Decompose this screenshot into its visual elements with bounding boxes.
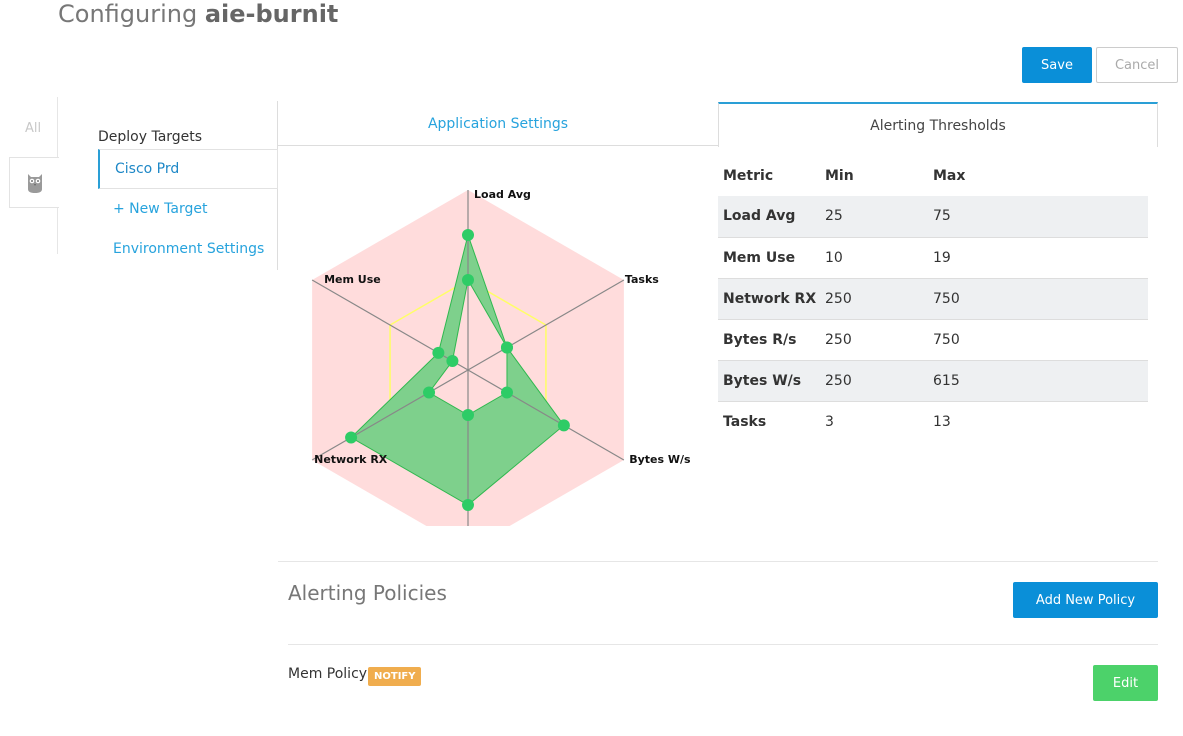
rail-app-item[interactable] xyxy=(9,157,59,208)
metric-cell: Tasks xyxy=(723,413,767,430)
metric-cell: Network RX xyxy=(723,290,817,307)
rail-all-link[interactable]: All xyxy=(25,121,42,136)
radar-point xyxy=(345,431,358,444)
radar-point xyxy=(462,229,474,241)
policy-name: Mem Policy xyxy=(288,666,368,682)
max-cell: 13 xyxy=(933,413,951,430)
min-cell: 3 xyxy=(825,413,834,430)
header-max: Max xyxy=(933,168,966,184)
max-cell: 750 xyxy=(933,290,960,307)
table-row: Load Avg 25 75 xyxy=(718,196,1148,237)
radar-axis xyxy=(467,279,625,371)
radar-axis-label: Mem Use xyxy=(324,273,381,286)
deploy-targets-heading: Deploy Targets xyxy=(98,129,203,145)
min-cell: 25 xyxy=(825,208,843,225)
header-min: Min xyxy=(825,168,854,184)
metric-cell: Load Avg xyxy=(723,208,796,225)
max-cell: 750 xyxy=(933,331,960,348)
max-cell: 19 xyxy=(933,249,951,266)
notify-badge: NOTIFY xyxy=(368,667,422,686)
metric-cell: Bytes W/s xyxy=(723,372,802,389)
target-cisco-prd[interactable]: Cisco Prd xyxy=(98,149,278,189)
page-title: Configuring aie-burnit xyxy=(58,0,338,28)
radar-point xyxy=(500,341,513,354)
table-row: Tasks 3 13 xyxy=(718,401,1148,442)
table-row: Network RX 250 750 xyxy=(718,278,1148,319)
radar-point xyxy=(423,386,436,399)
header-metric: Metric xyxy=(723,168,774,184)
environment-settings-link[interactable]: Environment Settings xyxy=(113,241,265,257)
radar-axis-label: Network RX xyxy=(314,453,388,466)
radar-point xyxy=(500,386,513,399)
page-title-prefix: Configuring xyxy=(58,0,198,28)
min-cell: 250 xyxy=(825,372,852,389)
radar-axis-label: Load Avg xyxy=(474,188,531,201)
table-row: Bytes W/s 250 615 xyxy=(718,360,1148,401)
radar-axis-label: Bytes W/s xyxy=(629,453,691,466)
add-new-policy-button[interactable]: Add New Policy xyxy=(1013,582,1158,618)
section-divider xyxy=(278,561,1158,562)
radar-axis xyxy=(467,369,625,461)
table-header-row: Metric Min Max xyxy=(718,156,1148,196)
min-cell: 10 xyxy=(825,249,843,266)
radar-axis-label: Tasks xyxy=(625,273,659,286)
tab-alerting-thresholds[interactable]: Alerting Thresholds xyxy=(718,102,1158,147)
metric-cell: Bytes R/s xyxy=(723,331,797,348)
radar-axis xyxy=(311,369,469,461)
radar-point xyxy=(446,355,459,367)
policy-divider xyxy=(288,644,1158,645)
max-cell: 75 xyxy=(933,208,951,225)
owl-icon xyxy=(27,173,42,193)
alerting-policies-title: Alerting Policies xyxy=(288,581,447,605)
radar-point xyxy=(462,274,474,286)
radar-point xyxy=(462,409,474,421)
max-cell: 615 xyxy=(933,372,960,389)
table-row: Bytes R/s 250 750 xyxy=(718,319,1148,360)
radar-point xyxy=(557,419,570,432)
radar-point xyxy=(462,499,474,511)
page-title-name: aie-burnit xyxy=(204,0,339,28)
min-cell: 250 xyxy=(825,290,852,307)
cancel-button[interactable]: Cancel xyxy=(1096,47,1178,83)
radar-point xyxy=(432,346,445,359)
metric-cell: Mem Use xyxy=(723,249,796,266)
tab-application-settings[interactable]: Application Settings xyxy=(278,103,718,146)
new-target-link[interactable]: + New Target xyxy=(113,201,208,217)
edit-policy-button[interactable]: Edit xyxy=(1093,665,1158,701)
save-button[interactable]: Save xyxy=(1022,47,1092,83)
min-cell: 250 xyxy=(825,331,852,348)
table-row: Mem Use 10 19 xyxy=(718,237,1148,278)
thresholds-table: Metric Min Max Load Avg 25 75 Mem Use 10… xyxy=(718,156,1148,442)
